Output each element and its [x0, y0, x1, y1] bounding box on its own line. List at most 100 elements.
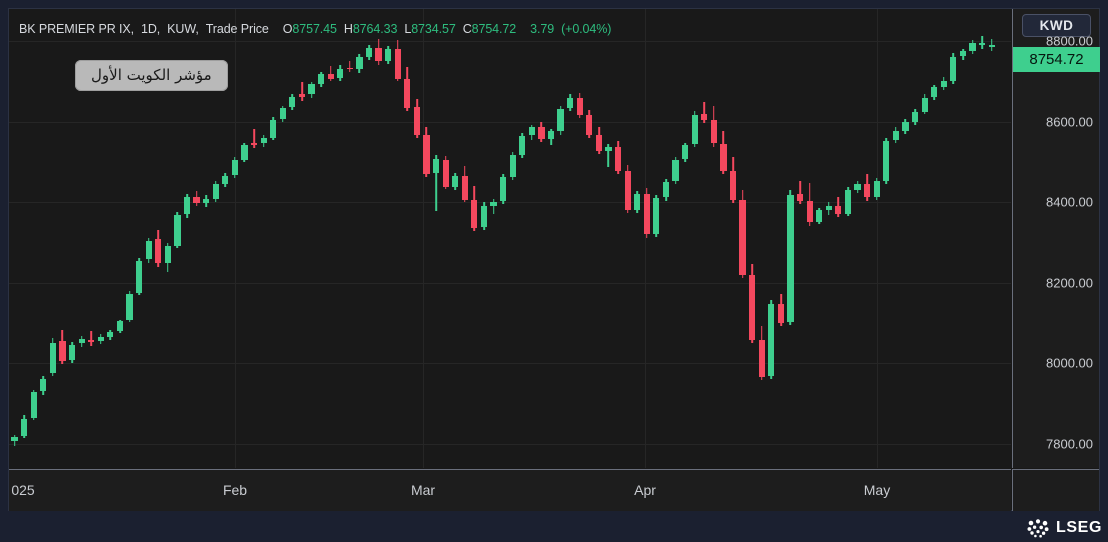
- candlestick[interactable]: [11, 9, 18, 468]
- candlestick[interactable]: [385, 9, 392, 468]
- candlestick[interactable]: [749, 9, 756, 468]
- candlestick[interactable]: [298, 9, 306, 468]
- candlestick[interactable]: [337, 9, 344, 468]
- candlestick[interactable]: [940, 9, 947, 468]
- candlestick[interactable]: [653, 9, 660, 468]
- price-axis[interactable]: KWD 8800.00 8600.00 8400.00 8200.00 8000.00 7…: [1012, 9, 1100, 468]
- candlestick[interactable]: [500, 9, 507, 468]
- candlestick[interactable]: [356, 9, 363, 468]
- legend-interval[interactable]: 1D: [141, 22, 157, 36]
- candlestick[interactable]: [787, 9, 794, 468]
- candlestick[interactable]: [394, 9, 401, 468]
- candlestick[interactable]: [135, 9, 143, 468]
- candlestick[interactable]: [835, 9, 842, 468]
- candlestick[interactable]: [78, 9, 85, 468]
- candlestick[interactable]: [816, 9, 823, 468]
- candlestick[interactable]: [931, 9, 938, 468]
- candlestick[interactable]: [193, 9, 200, 468]
- candlestick[interactable]: [174, 9, 181, 468]
- candlestick[interactable]: [978, 9, 986, 468]
- candlestick[interactable]: [260, 9, 267, 468]
- candlestick[interactable]: [595, 9, 603, 468]
- candlestick[interactable]: [40, 9, 47, 468]
- candlestick[interactable]: [97, 9, 104, 468]
- candlestick[interactable]: [567, 9, 574, 468]
- candlestick[interactable]: [739, 9, 746, 468]
- candlestick[interactable]: [528, 9, 535, 468]
- currency-badge[interactable]: KWD: [1022, 14, 1091, 37]
- candlestick[interactable]: [873, 9, 880, 468]
- candlestick[interactable]: [662, 9, 670, 468]
- candlestick[interactable]: [116, 9, 124, 468]
- candlestick[interactable]: [969, 9, 976, 468]
- candlestick[interactable]: [854, 9, 861, 468]
- candlestick[interactable]: [452, 9, 459, 468]
- candlestick[interactable]: [844, 9, 852, 468]
- legend-symbol[interactable]: BK PREMIER PR IX: [19, 22, 131, 36]
- candlestick[interactable]: [59, 9, 66, 468]
- candlestick[interactable]: [471, 9, 478, 468]
- candlestick[interactable]: [404, 9, 411, 468]
- candlestick[interactable]: [796, 9, 804, 468]
- candlestick[interactable]: [155, 9, 162, 468]
- annotation-label[interactable]: مؤشر الكويت الأول: [75, 60, 228, 91]
- candlestick[interactable]: [902, 9, 909, 468]
- candlestick[interactable]: [672, 9, 679, 468]
- candlestick[interactable]: [49, 9, 56, 468]
- candlestick[interactable]: [423, 9, 430, 468]
- candlestick[interactable]: [959, 9, 967, 468]
- candlestick[interactable]: [346, 9, 353, 468]
- candlestick[interactable]: [289, 9, 296, 468]
- candlestick[interactable]: [729, 9, 737, 468]
- candlestick[interactable]: [576, 9, 583, 468]
- candlestick[interactable]: [88, 9, 95, 468]
- candlestick[interactable]: [231, 9, 238, 468]
- candlestick[interactable]: [586, 9, 593, 468]
- candlestick[interactable]: [950, 9, 957, 468]
- candlestick[interactable]: [624, 9, 631, 468]
- candlestick[interactable]: [250, 9, 258, 468]
- candlestick[interactable]: [212, 9, 219, 468]
- candlestick[interactable]: [68, 9, 76, 468]
- candlestick[interactable]: [883, 9, 890, 468]
- candlestick[interactable]: [758, 9, 765, 468]
- candlestick[interactable]: [183, 9, 191, 468]
- candlestick[interactable]: [911, 9, 919, 468]
- candlestick[interactable]: [864, 9, 871, 468]
- candlestick[interactable]: [710, 9, 717, 468]
- candlestick[interactable]: [605, 9, 612, 468]
- candlestick[interactable]: [806, 9, 813, 468]
- candlestick[interactable]: [691, 9, 698, 468]
- candlestick[interactable]: [270, 9, 277, 468]
- price-plot-area[interactable]: BK PREMIER PR IX, 1D, KUW, Trade Price O8757…: [9, 9, 1011, 468]
- candlestick[interactable]: [547, 9, 555, 468]
- candlestick[interactable]: [509, 9, 516, 468]
- candlestick[interactable]: [365, 9, 373, 468]
- candlestick[interactable]: [557, 9, 564, 468]
- candlestick[interactable]: [308, 9, 315, 468]
- candlestick[interactable]: [107, 9, 114, 468]
- candlestick[interactable]: [490, 9, 497, 468]
- candlestick[interactable]: [921, 9, 928, 468]
- candlestick[interactable]: [777, 9, 785, 468]
- candlestick[interactable]: [720, 9, 727, 468]
- candlestick[interactable]: [432, 9, 440, 468]
- candlestick[interactable]: [203, 9, 210, 468]
- candlestick[interactable]: [30, 9, 37, 468]
- candlestick[interactable]: [279, 9, 286, 468]
- candlestick[interactable]: [21, 9, 28, 468]
- candlestick[interactable]: [988, 9, 995, 468]
- time-axis[interactable]: 025 Feb Mar Apr May: [9, 469, 1011, 511]
- candlestick[interactable]: [145, 9, 152, 468]
- candlestick[interactable]: [164, 9, 171, 468]
- candlestick[interactable]: [327, 9, 334, 468]
- candlestick[interactable]: [768, 9, 775, 468]
- candlestick[interactable]: [126, 9, 133, 468]
- candlestick[interactable]: [318, 9, 325, 468]
- candlestick[interactable]: [634, 9, 641, 468]
- candlestick[interactable]: [519, 9, 526, 468]
- candlestick[interactable]: [825, 9, 832, 468]
- candlestick[interactable]: [538, 9, 545, 468]
- candlestick[interactable]: [480, 9, 488, 468]
- candlestick[interactable]: [413, 9, 421, 468]
